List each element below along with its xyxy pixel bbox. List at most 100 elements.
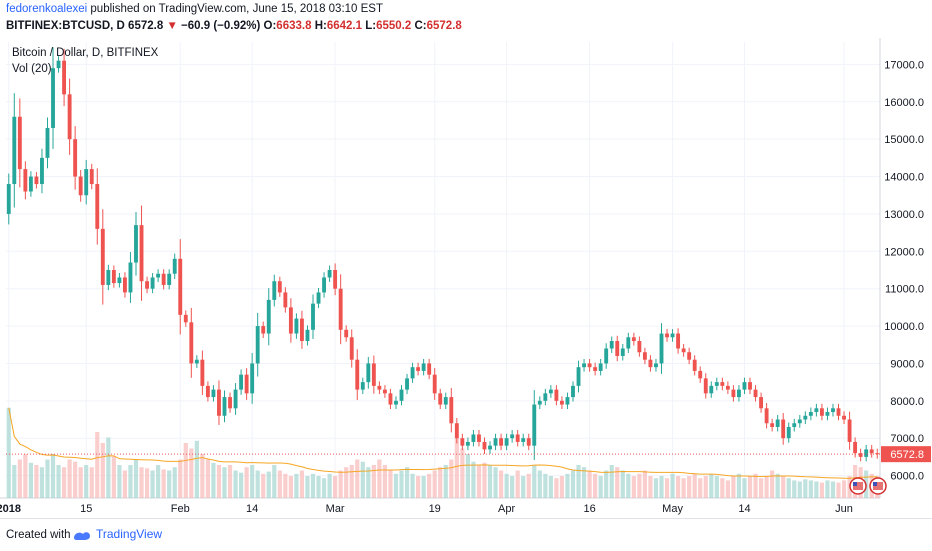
volume-bar — [289, 476, 293, 498]
volume-bar — [587, 471, 591, 499]
volume-bar — [493, 467, 497, 498]
volume-bar — [460, 449, 464, 499]
y-tick-label: 8000.0 — [890, 396, 924, 408]
volume-bar — [698, 478, 702, 498]
volume-bar — [831, 482, 835, 499]
candle-body — [499, 438, 503, 445]
candle-body — [206, 386, 210, 397]
candle-body — [239, 375, 243, 390]
candle-body — [366, 363, 370, 382]
candle-body — [123, 277, 127, 292]
candle-body — [433, 375, 437, 394]
candle-body — [671, 334, 675, 338]
tradingview-brand-label: TradingView — [96, 527, 162, 541]
candle-body — [809, 412, 813, 416]
volume-bar — [73, 462, 77, 498]
candle-body — [18, 117, 22, 169]
volume-bar — [123, 471, 127, 499]
candle-body — [95, 184, 99, 229]
last-price: 6572.8 — [128, 20, 163, 32]
x-tick-label: 14 — [246, 503, 258, 515]
volume-bar — [150, 471, 154, 499]
volume-bar — [505, 474, 509, 498]
candle-body — [427, 363, 431, 374]
candle-body — [466, 442, 470, 446]
candle-body — [438, 393, 442, 404]
candle-body — [704, 378, 708, 393]
candle-body — [377, 386, 381, 390]
candle-body — [278, 281, 282, 292]
y-tick-label: 15000.0 — [884, 134, 924, 146]
x-tick-label: Feb — [171, 503, 190, 515]
volume-bar — [610, 465, 614, 498]
volume-bar — [753, 474, 757, 498]
candle-body — [405, 378, 409, 389]
candle-body — [848, 420, 852, 442]
candle-body — [311, 304, 315, 330]
volume-bar — [162, 469, 166, 498]
candle-body — [184, 315, 188, 322]
candle-body — [693, 360, 697, 371]
candlestick-chart[interactable]: 17000.016000.015000.014000.013000.012000… — [0, 38, 932, 518]
volume-bar — [665, 478, 669, 498]
candle-body — [566, 397, 570, 404]
volume-bar — [582, 467, 586, 498]
candle-body — [411, 367, 415, 378]
candle-body — [167, 274, 171, 285]
volume-bar — [604, 471, 608, 499]
candle-body — [317, 292, 321, 303]
volume-bar — [449, 460, 453, 499]
candle-body — [676, 334, 680, 349]
candle-body — [649, 360, 653, 367]
candle-body — [654, 363, 658, 367]
volume-bar — [117, 465, 121, 498]
volume-bar — [327, 474, 331, 498]
volume-bar — [466, 454, 470, 498]
volume-bar — [84, 465, 88, 498]
candle-body — [389, 393, 393, 404]
candle-body — [250, 363, 254, 393]
volume-bar — [410, 474, 414, 498]
close-label: C: — [414, 20, 426, 32]
x-tick-label: Apr — [498, 503, 515, 515]
x-tick-label: May — [662, 503, 683, 515]
volume-bar — [62, 467, 66, 498]
volume-bar — [488, 465, 492, 498]
candle-body — [79, 177, 83, 196]
volume-bar — [399, 471, 403, 499]
candle-body — [743, 382, 747, 389]
candle-body — [306, 330, 310, 341]
candle-body — [217, 390, 221, 416]
candle-body — [665, 334, 669, 338]
candle-body — [820, 408, 824, 415]
volume-bar — [560, 476, 564, 498]
volume-bar — [549, 476, 553, 498]
candle-body — [471, 434, 475, 441]
candle-body — [615, 341, 619, 356]
candle-body — [145, 281, 149, 288]
high-value: 6642.1 — [327, 20, 362, 32]
volume-bar — [809, 480, 813, 498]
y-tick-label: 13000.0 — [884, 209, 924, 221]
open-value: 6633.8 — [276, 20, 311, 32]
candle-body — [289, 307, 293, 333]
candle-body — [582, 363, 586, 367]
candle-body — [449, 397, 453, 423]
volume-bar — [803, 479, 807, 498]
candle-body — [372, 363, 376, 385]
volume-bar — [682, 478, 686, 498]
volume-bar — [377, 460, 381, 499]
volume-bar — [267, 472, 271, 498]
author-link[interactable]: fedorenkoalexei — [6, 3, 87, 15]
tradingview-brand-link[interactable]: TradingView — [72, 527, 162, 542]
candle-body — [726, 386, 730, 390]
volume-bar — [704, 476, 708, 498]
candle-body — [765, 408, 769, 423]
volume-bar — [300, 471, 304, 499]
volume-bar — [261, 474, 265, 498]
candle-body — [400, 390, 404, 401]
candle-body — [300, 319, 304, 341]
volume-bar — [776, 474, 780, 498]
volume-bar — [12, 465, 16, 498]
volume-bar — [106, 438, 110, 499]
